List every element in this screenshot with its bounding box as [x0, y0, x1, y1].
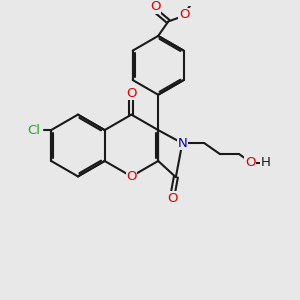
- Text: O: O: [126, 170, 137, 183]
- Text: Cl: Cl: [27, 124, 40, 136]
- Text: O: O: [168, 192, 178, 205]
- Text: N: N: [177, 137, 187, 150]
- Text: O: O: [245, 156, 256, 170]
- Text: H: H: [261, 156, 271, 170]
- Text: O: O: [179, 8, 189, 21]
- Text: O: O: [126, 87, 137, 100]
- Text: O: O: [150, 0, 161, 13]
